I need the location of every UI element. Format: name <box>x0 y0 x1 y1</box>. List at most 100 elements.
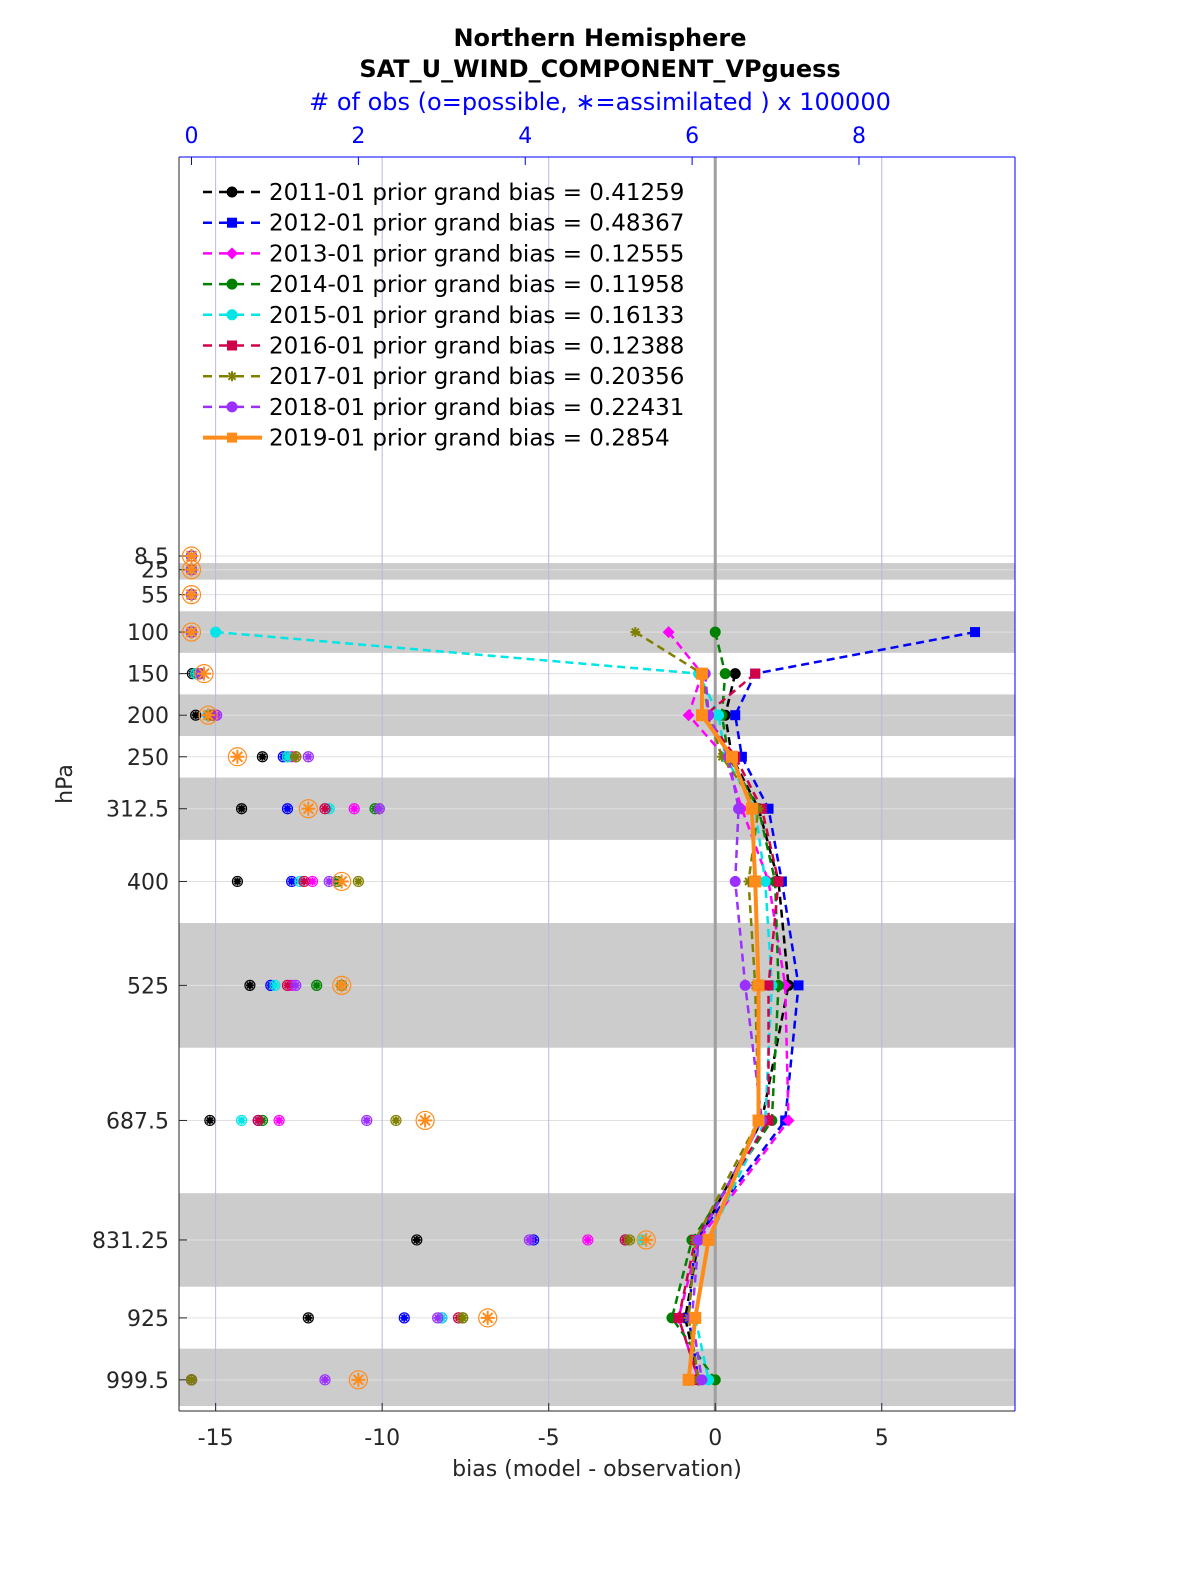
data-point <box>350 804 359 813</box>
obs-possible <box>352 875 364 888</box>
marker-stroke <box>283 805 291 813</box>
obs-possible <box>390 1114 402 1127</box>
data-point <box>226 401 238 413</box>
marker-stroke <box>187 1376 196 1384</box>
marker-stroke <box>275 1116 283 1124</box>
y-tick-label: 250 <box>127 746 169 771</box>
obs-possible <box>269 979 281 991</box>
data-point <box>226 309 238 321</box>
y-tick-label: 831.25 <box>92 1229 169 1254</box>
y-axis-label: hPa <box>53 764 78 804</box>
marker-stroke <box>283 753 291 761</box>
data-point <box>400 1313 409 1322</box>
obs-possible <box>319 1374 331 1386</box>
data-point <box>673 1312 684 1323</box>
marker-stroke <box>271 981 279 989</box>
data-point <box>205 1116 214 1125</box>
data-point <box>283 981 292 990</box>
marker-stroke <box>185 626 198 638</box>
obs-possible <box>332 975 352 995</box>
data-point <box>375 804 384 813</box>
data-point <box>321 804 330 813</box>
obs-possible <box>311 979 323 991</box>
data-point <box>283 752 292 761</box>
y-tick-label: 687.5 <box>106 1109 169 1134</box>
data-point <box>270 981 279 990</box>
top-tick-label: 4 <box>518 124 532 149</box>
obs-possible <box>348 803 360 815</box>
obs-possible <box>582 1234 594 1246</box>
marker-stroke <box>350 805 358 813</box>
data-point <box>237 1116 246 1125</box>
data-point <box>227 432 237 443</box>
obs-possible <box>415 1110 435 1131</box>
marker-stroke <box>631 627 640 637</box>
y-tick-label: 312.5 <box>106 798 169 823</box>
marker-stroke <box>258 753 266 761</box>
data-point <box>301 801 316 816</box>
data-point <box>291 752 300 761</box>
series-line <box>677 672 780 1381</box>
data-point <box>458 1313 467 1322</box>
data-point <box>226 278 238 290</box>
data-point <box>689 1311 702 1324</box>
marker-stroke <box>392 1116 400 1124</box>
y-tick-label: 525 <box>127 974 169 999</box>
top-tick-label: 2 <box>351 124 365 149</box>
legend-label: 2011-01 prior grand bias = 0.41259 <box>269 180 684 206</box>
data-point <box>695 667 708 680</box>
marker-stroke <box>375 805 383 813</box>
y-tick-label: 150 <box>127 663 169 688</box>
data-point <box>351 1372 366 1387</box>
series-9 <box>682 667 765 1386</box>
data-point <box>752 1114 765 1127</box>
marker-stroke <box>354 877 362 885</box>
data-point <box>682 1373 695 1386</box>
obs-possible <box>319 803 331 815</box>
marker-stroke <box>246 981 254 989</box>
obs-possible <box>235 1114 248 1127</box>
obs-possible <box>457 1312 469 1324</box>
data-point <box>418 1113 433 1128</box>
data-point <box>230 749 245 764</box>
marker-stroke <box>434 1314 442 1322</box>
data-point <box>630 627 641 638</box>
data-point <box>184 562 199 577</box>
marker-stroke <box>283 981 291 989</box>
data-point <box>201 708 216 723</box>
marker-stroke <box>202 709 214 721</box>
x-tick-label: 0 <box>708 1426 722 1451</box>
data-point <box>736 751 747 762</box>
data-point <box>184 625 199 640</box>
data-point <box>739 979 751 991</box>
obs-possible <box>373 803 385 815</box>
data-point <box>291 981 300 990</box>
y-tick-label: 200 <box>127 704 169 729</box>
obs-possible <box>194 664 214 684</box>
series-line <box>667 631 790 1381</box>
obs-possible <box>298 799 318 819</box>
data-point <box>227 217 237 228</box>
marker-stroke <box>304 1314 312 1322</box>
data-point <box>184 587 199 602</box>
marker-stroke <box>238 805 246 813</box>
data-point <box>752 979 765 992</box>
chart-subtitle: SAT_U_WIND_COMPONENT_VPguess <box>359 55 841 83</box>
legend-label: 2014-01 prior grand bias = 0.11958 <box>269 272 684 298</box>
data-point <box>312 981 321 990</box>
marker-stroke <box>206 1116 214 1124</box>
y-tick-label: 100 <box>127 621 169 646</box>
marker-stroke <box>300 877 308 885</box>
data-point <box>696 1374 708 1386</box>
data-point <box>782 1114 795 1127</box>
obs-possible <box>361 1114 373 1127</box>
data-point <box>745 802 758 815</box>
data-point <box>300 877 309 886</box>
data-point <box>283 804 292 813</box>
obs-count-series-9 <box>181 546 656 1390</box>
data-point <box>245 981 254 990</box>
marker-stroke <box>192 711 200 719</box>
data-point <box>773 876 784 887</box>
data-point <box>725 750 738 763</box>
